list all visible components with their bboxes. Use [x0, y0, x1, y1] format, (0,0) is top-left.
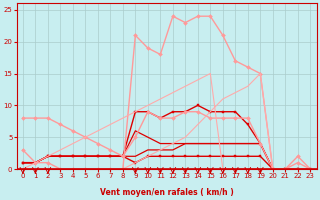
X-axis label: Vent moyen/en rafales ( km/h ): Vent moyen/en rafales ( km/h ): [100, 188, 234, 197]
